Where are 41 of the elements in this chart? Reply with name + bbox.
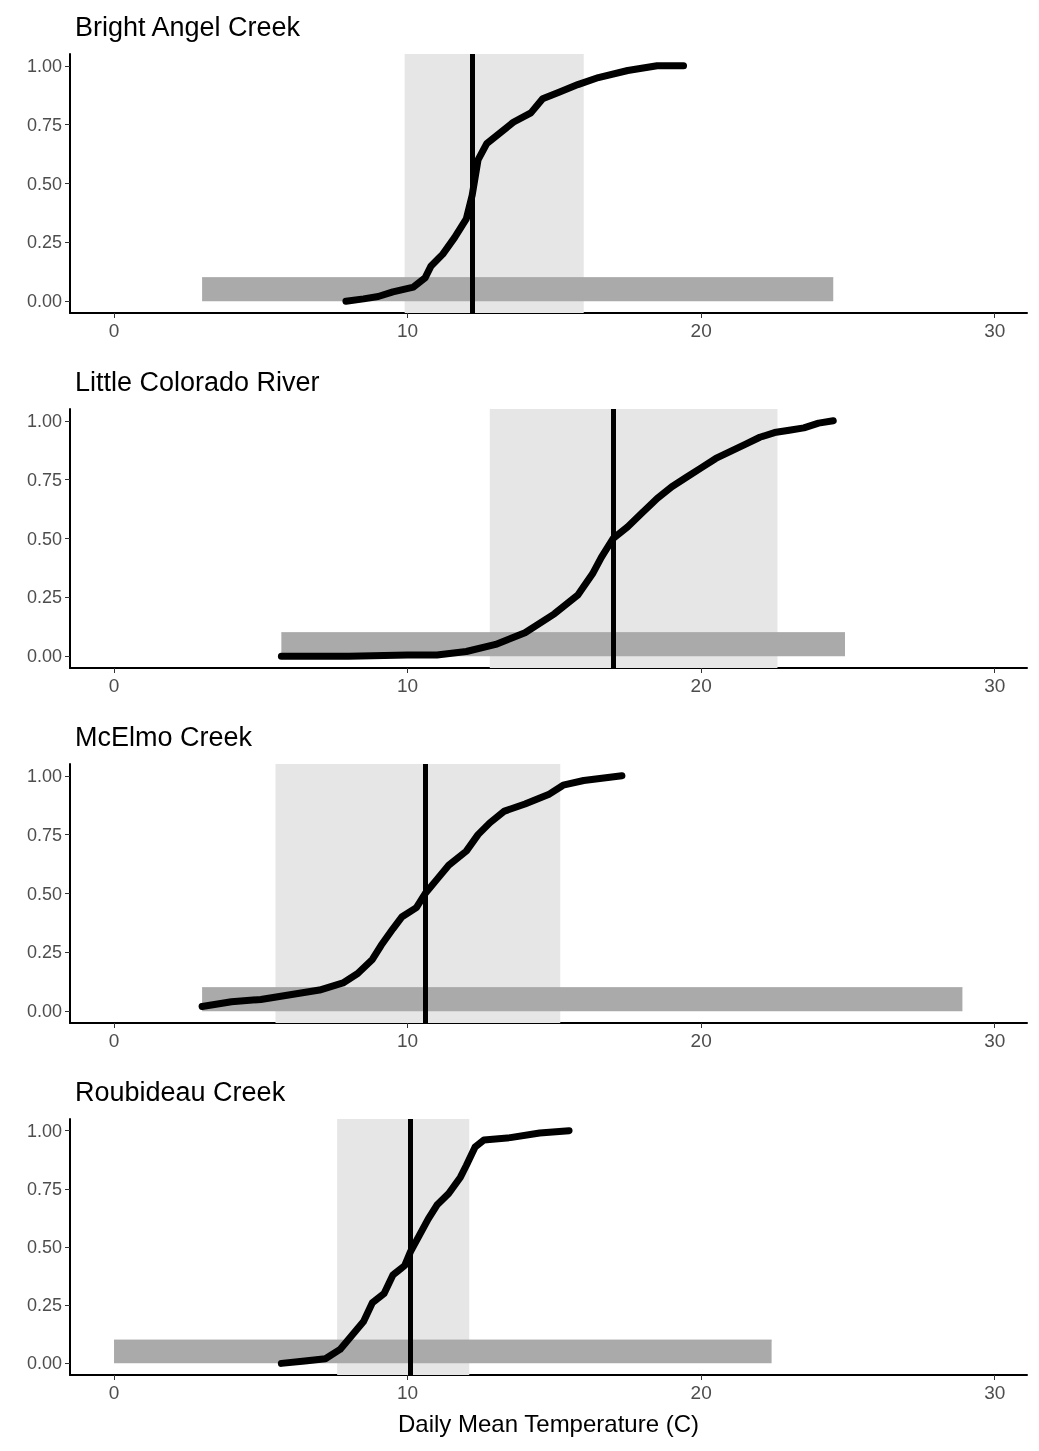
x-tick-label: 20 xyxy=(690,320,712,341)
x-tick-label: 10 xyxy=(397,320,419,341)
y-tick-label: 1.00 xyxy=(26,55,62,76)
x-tick-label: 30 xyxy=(984,1030,1006,1051)
y-tick-label: 1.00 xyxy=(26,1120,62,1141)
x-tick-label: 20 xyxy=(690,1382,712,1403)
x-tick-label: 10 xyxy=(397,675,419,696)
x-tick-label: 0 xyxy=(108,320,120,341)
x-tick-label: 0 xyxy=(108,1382,120,1403)
y-tick-label: 0.50 xyxy=(26,528,62,549)
y-tick-label: 0.75 xyxy=(26,1178,62,1199)
y-tick-label: 0.75 xyxy=(26,824,62,845)
x-tick-label: 0 xyxy=(108,675,120,696)
y-tick-label: 0.00 xyxy=(26,291,62,312)
y-tick-label: 1.00 xyxy=(26,765,62,786)
y-tick-label: 0.00 xyxy=(26,646,62,667)
chart-title: McElmo Creek xyxy=(75,721,253,752)
y-tick-label: 0.25 xyxy=(26,942,62,963)
x-tick-label: 30 xyxy=(984,675,1006,696)
chart-title: Bright Angel Creek xyxy=(75,11,301,42)
x-tick-label: 30 xyxy=(984,320,1006,341)
y-tick-label: 0.25 xyxy=(26,1295,62,1316)
x-tick-label: 30 xyxy=(984,1382,1006,1403)
y-tick-label: 0.50 xyxy=(26,883,62,904)
x-tick-label: 10 xyxy=(397,1382,419,1403)
y-tick-label: 0.25 xyxy=(26,587,62,608)
x-tick-label: 0 xyxy=(108,1030,120,1051)
y-tick-label: 1.00 xyxy=(26,410,62,431)
y-tick-label: 0.25 xyxy=(26,232,62,253)
y-tick-label: 0.50 xyxy=(26,1237,62,1257)
y-tick-label: 0.00 xyxy=(26,1353,62,1374)
x-axis-title: Daily Mean Temperature (C) xyxy=(398,1409,699,1437)
chart-title: Roubideau Creek xyxy=(75,1076,286,1107)
y-tick-label: 0.00 xyxy=(26,1001,62,1022)
x-tick-label: 10 xyxy=(397,1030,419,1051)
x-tick-label: 20 xyxy=(690,1030,712,1051)
y-tick-label: 0.75 xyxy=(26,114,62,135)
y-tick-label: 0.75 xyxy=(26,469,62,490)
chart-title: Little Colorado River xyxy=(75,366,320,397)
y-tick-label: 0.50 xyxy=(26,173,62,194)
x-tick-label: 20 xyxy=(690,675,712,696)
